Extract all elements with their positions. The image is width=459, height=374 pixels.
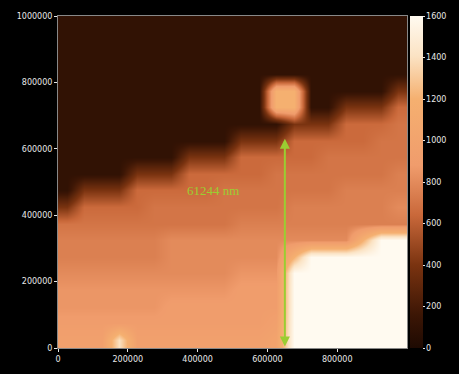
svg-text:200000: 200000 — [22, 277, 53, 286]
svg-text:600000: 600000 — [22, 145, 53, 154]
svg-text:0: 0 — [55, 355, 60, 364]
svg-text:1000: 1000 — [426, 136, 446, 145]
svg-text:400000: 400000 — [182, 355, 213, 364]
svg-text:800: 800 — [426, 178, 441, 187]
svg-text:1200: 1200 — [426, 95, 446, 104]
svg-text:400000: 400000 — [22, 211, 53, 220]
svg-text:600: 600 — [426, 219, 441, 228]
svg-text:1000000: 1000000 — [17, 12, 53, 21]
svg-text:800000: 800000 — [322, 355, 353, 364]
svg-text:0: 0 — [47, 344, 52, 353]
svg-text:61244 nm: 61244 nm — [187, 183, 239, 198]
svg-text:400: 400 — [426, 261, 441, 270]
svg-text:1600: 1600 — [426, 12, 446, 21]
svg-text:200: 200 — [426, 302, 441, 311]
svg-text:1400: 1400 — [426, 53, 446, 62]
svg-text:200000: 200000 — [113, 355, 144, 364]
svg-text:800000: 800000 — [22, 78, 53, 87]
svg-text:600000: 600000 — [252, 355, 283, 364]
svg-text:0: 0 — [426, 344, 431, 353]
